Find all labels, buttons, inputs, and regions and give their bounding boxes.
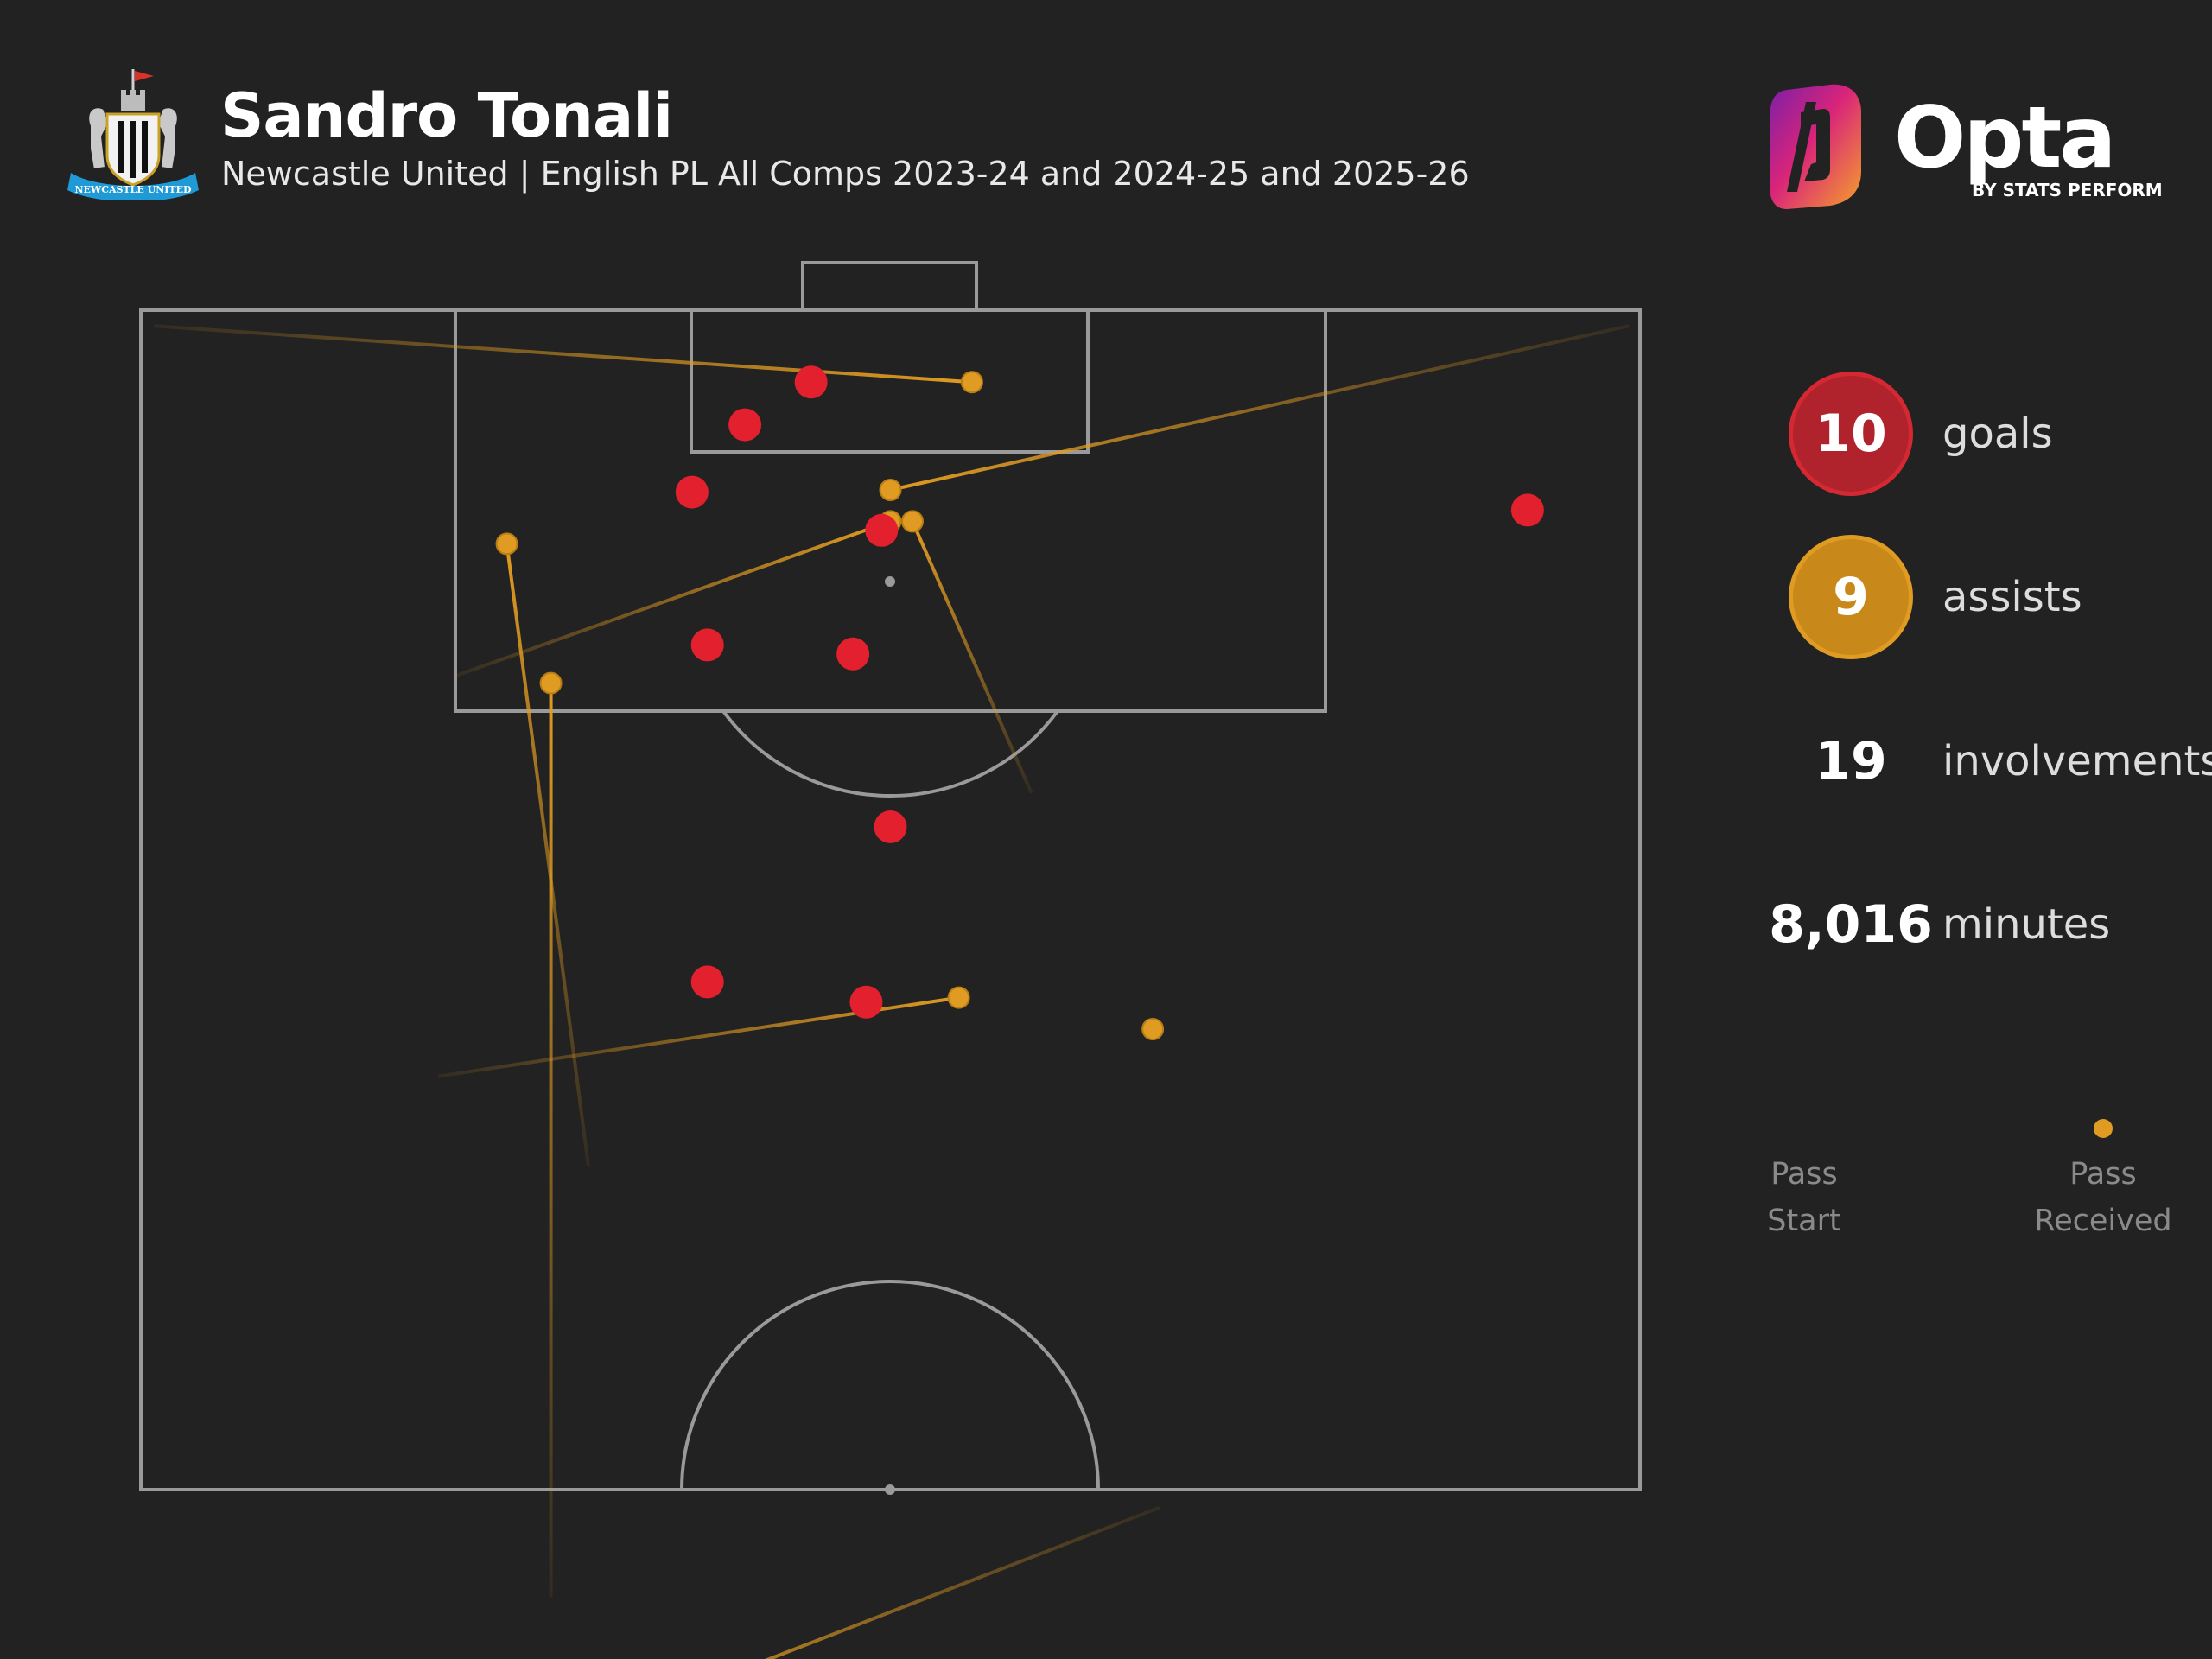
assist-received-marker	[901, 510, 925, 533]
page-subtitle: Newcastle United | English PL All Comps …	[221, 155, 1470, 193]
goal-shot-marker	[794, 365, 828, 399]
opta-wordmark: Opta	[1894, 89, 2116, 188]
assist-layer	[154, 324, 1630, 1659]
opta-byline: BY STATS PERFORM	[1972, 180, 2163, 200]
club-crest-icon: NEWCASTLE UNITED	[67, 69, 199, 200]
opta-brand: Opta BY STATS PERFORM	[1763, 83, 2163, 213]
assists-label: assists	[1942, 573, 2082, 621]
goal-layer	[675, 365, 1544, 1019]
assist-received-marker	[960, 371, 983, 394]
goal-shot-marker	[849, 985, 883, 1019]
assist-pass-line	[154, 324, 973, 385]
goal-frame	[801, 261, 978, 312]
legend-pass-received-marker	[2094, 1119, 2113, 1138]
goal-shot-marker	[690, 965, 724, 999]
legend-start-label-line2: Start	[1767, 1204, 1841, 1238]
legend-start-label: Pass Start	[1735, 1151, 1873, 1244]
center-circle	[680, 1280, 1100, 1491]
assist-pass-line	[764, 1505, 1160, 1659]
goal-shot-marker	[728, 408, 762, 442]
goal-shot-marker	[874, 810, 907, 843]
player-name: Sandro Tonali	[220, 80, 673, 151]
penalty-arc	[721, 709, 1059, 798]
crest-ribbon-text: NEWCASTLE UNITED	[74, 184, 192, 195]
assist-received-marker	[539, 671, 563, 695]
legend-start-label-line1: Pass	[1770, 1157, 1838, 1192]
assist-pass-line	[890, 324, 1630, 492]
minutes-label: minutes	[1942, 900, 2111, 949]
involvements-count: 19	[1815, 731, 1887, 791]
assist-pass-line	[453, 519, 892, 678]
legend-end-label-line1: Pass	[2069, 1157, 2137, 1192]
goal-shot-marker	[1510, 493, 1544, 527]
assist-received-marker	[1141, 1018, 1165, 1040]
minutes-count: 8,016	[1769, 894, 1933, 955]
goals-label: goals	[1942, 410, 2053, 458]
goal-shot-marker	[836, 637, 870, 671]
legend-end-label-line2: Received	[2034, 1204, 2172, 1238]
involvements-label: involvements	[1942, 737, 2212, 785]
assist-received-marker	[495, 532, 518, 556]
goal-shot-marker	[865, 513, 899, 547]
goal-shot-marker	[675, 475, 709, 509]
assist-received-marker	[879, 479, 902, 501]
center-spot	[885, 1484, 895, 1495]
goals-count-badge: 10	[1789, 372, 1913, 496]
goal-shot-marker	[690, 628, 724, 662]
penalty-spot	[885, 576, 895, 587]
opta-logo-icon	[1770, 84, 1861, 209]
assist-pass-line	[505, 543, 590, 1166]
assists-count-badge: 9	[1789, 535, 1913, 659]
assist-pass-line	[911, 520, 1033, 794]
assist-received-marker	[947, 986, 970, 1009]
legend-end-label: Pass Received	[2017, 1151, 2190, 1244]
